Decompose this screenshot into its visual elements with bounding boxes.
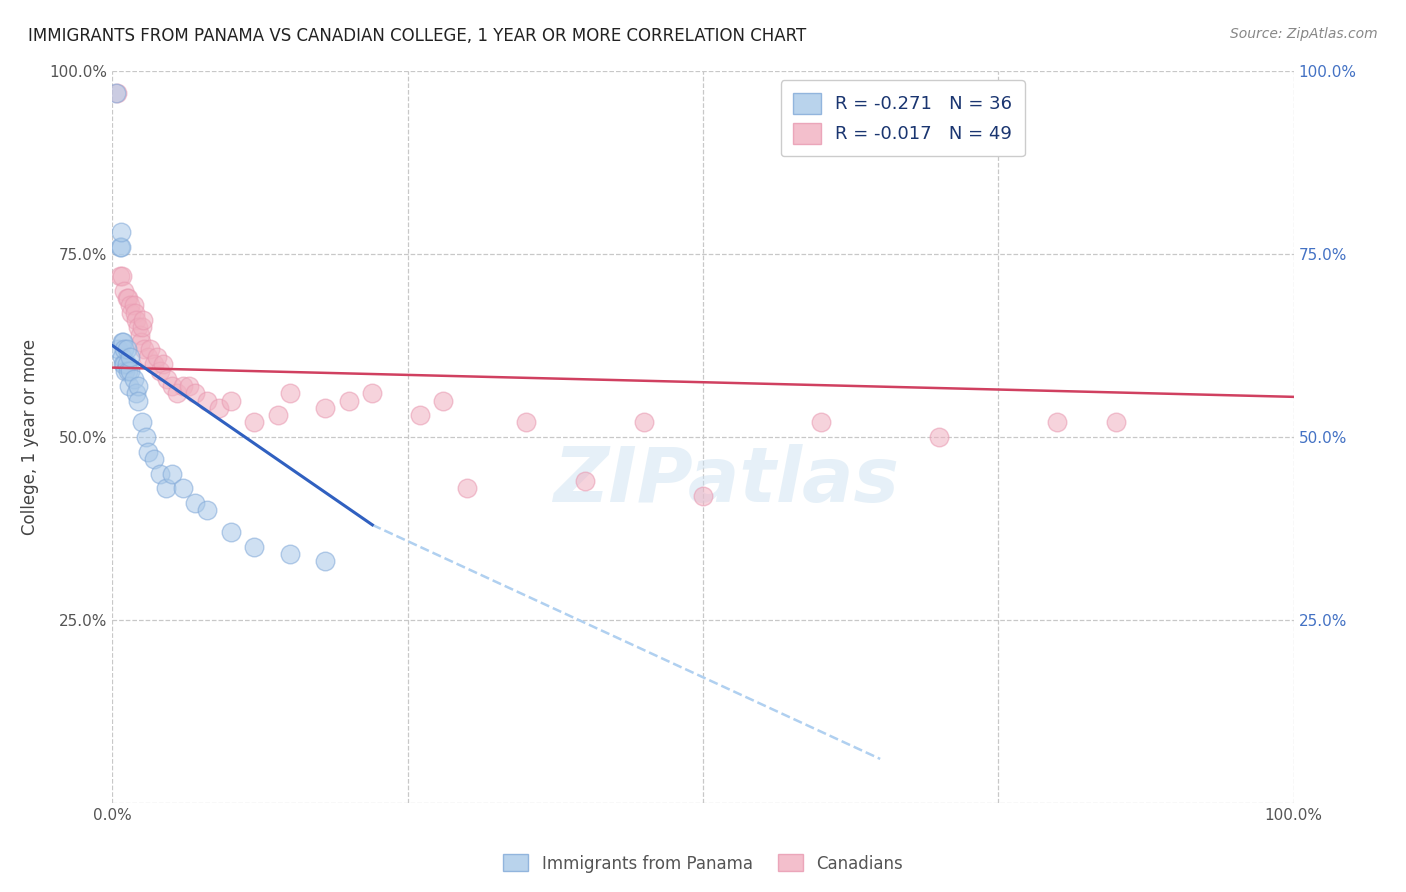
- Point: [115, 343, 138, 357]
- Point: [456, 481, 478, 495]
- Point: [108, 240, 131, 254]
- Point: [156, 371, 179, 385]
- Point: [195, 393, 218, 408]
- Point: [134, 343, 156, 357]
- Legend: R = -0.271   N = 36, R = -0.017   N = 49: R = -0.271 N = 36, R = -0.017 N = 49: [780, 80, 1025, 156]
- Point: [278, 386, 301, 401]
- Point: [136, 444, 159, 458]
- Point: [107, 343, 129, 357]
- Point: [136, 350, 159, 364]
- Point: [633, 416, 655, 430]
- Point: [1046, 416, 1069, 430]
- Point: [118, 379, 141, 393]
- Point: [928, 430, 950, 444]
- Point: [131, 416, 153, 430]
- Point: [120, 350, 142, 364]
- Point: [139, 343, 162, 357]
- Point: [125, 386, 148, 401]
- Point: [172, 481, 194, 495]
- Point: [172, 379, 194, 393]
- Point: [105, 87, 128, 101]
- Point: [314, 554, 336, 568]
- Text: IMMIGRANTS FROM PANAMA VS CANADIAN COLLEGE, 1 YEAR OR MORE CORRELATION CHART: IMMIGRANTS FROM PANAMA VS CANADIAN COLLE…: [28, 27, 807, 45]
- Point: [120, 306, 142, 320]
- Point: [112, 343, 135, 357]
- Point: [112, 357, 135, 371]
- Point: [142, 452, 165, 467]
- Point: [112, 284, 135, 298]
- Point: [132, 313, 155, 327]
- Point: [117, 291, 139, 305]
- Point: [115, 291, 138, 305]
- Point: [184, 386, 207, 401]
- Point: [110, 225, 132, 239]
- Point: [267, 408, 290, 422]
- Point: [108, 269, 131, 284]
- Point: [155, 481, 177, 495]
- Text: Source: ZipAtlas.com: Source: ZipAtlas.com: [1230, 27, 1378, 41]
- Point: [131, 320, 153, 334]
- Point: [361, 386, 384, 401]
- Text: ZIPatlas: ZIPatlas: [554, 444, 900, 518]
- Point: [432, 393, 454, 408]
- Point: [146, 350, 169, 364]
- Point: [120, 364, 142, 378]
- Point: [142, 357, 165, 371]
- Point: [149, 467, 172, 481]
- Point: [125, 313, 148, 327]
- Point: [111, 334, 134, 349]
- Point: [195, 503, 218, 517]
- Point: [127, 320, 149, 334]
- Point: [219, 525, 242, 540]
- Point: [692, 489, 714, 503]
- Point: [160, 379, 183, 393]
- Point: [115, 357, 138, 371]
- Point: [179, 379, 201, 393]
- Point: [105, 87, 128, 101]
- Point: [111, 269, 134, 284]
- Point: [243, 416, 266, 430]
- Point: [112, 357, 135, 371]
- Point: [1105, 416, 1128, 430]
- Point: [114, 364, 136, 378]
- Point: [219, 393, 242, 408]
- Point: [152, 357, 174, 371]
- Point: [129, 334, 152, 349]
- Point: [120, 298, 142, 312]
- Point: [128, 327, 150, 342]
- Point: [110, 240, 132, 254]
- Point: [337, 393, 360, 408]
- Point: [160, 467, 183, 481]
- Point: [810, 416, 832, 430]
- Point: [124, 306, 146, 320]
- Point: [574, 474, 596, 488]
- Point: [135, 430, 157, 444]
- Point: [243, 540, 266, 554]
- Legend: Immigrants from Panama, Canadians: Immigrants from Panama, Canadians: [496, 847, 910, 880]
- Point: [127, 393, 149, 408]
- Point: [408, 408, 430, 422]
- Point: [166, 386, 188, 401]
- Point: [117, 364, 139, 378]
- Point: [122, 298, 145, 312]
- Point: [278, 547, 301, 561]
- Point: [314, 401, 336, 415]
- Point: [208, 401, 231, 415]
- Y-axis label: College, 1 year or more: College, 1 year or more: [21, 339, 38, 535]
- Point: [122, 371, 145, 385]
- Point: [184, 496, 207, 510]
- Point: [515, 416, 537, 430]
- Point: [149, 364, 172, 378]
- Point: [127, 379, 149, 393]
- Point: [111, 350, 134, 364]
- Point: [112, 334, 135, 349]
